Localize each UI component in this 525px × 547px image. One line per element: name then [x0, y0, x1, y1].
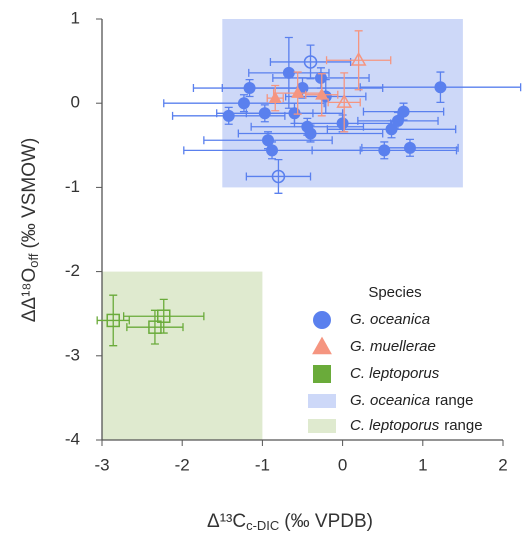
label-sub: c-DIC — [246, 518, 279, 533]
point — [336, 117, 349, 130]
x-tick-label: 1 — [418, 455, 427, 474]
y-error-bar — [340, 72, 349, 133]
point — [378, 144, 391, 157]
label-unit: (‰ VSMOW) — [19, 138, 40, 249]
point — [148, 320, 162, 334]
y-tick-label: -3 — [65, 345, 80, 364]
legend-swatch — [308, 419, 336, 433]
point — [282, 66, 295, 79]
point — [262, 134, 275, 147]
y-label: ΔΔ¹⁸Ooff (‰ VSMOW) — [19, 138, 41, 323]
point — [385, 123, 398, 136]
label-main: Δ¹³C — [207, 511, 246, 532]
point — [106, 313, 120, 328]
point — [222, 109, 235, 122]
y-error-bar — [274, 158, 283, 194]
point — [313, 311, 331, 329]
y-error-bar — [159, 298, 168, 334]
label-unit: (‰ VPDB) — [284, 511, 373, 532]
y-error-bar — [109, 294, 118, 347]
legend-range: range — [444, 417, 482, 434]
y-error-bar — [354, 30, 363, 91]
y-tick-label: -4 — [65, 429, 80, 448]
x-tick-label: -2 — [175, 455, 190, 474]
legend-species: G. oceanica — [350, 392, 430, 409]
legend-label: C. leptoporus — [350, 365, 440, 382]
point — [391, 114, 404, 127]
point — [288, 107, 301, 120]
legend-label: G. oceanica — [350, 311, 430, 328]
y-error-bar — [306, 44, 315, 80]
point — [434, 81, 447, 94]
y-tick-label: 1 — [71, 8, 80, 27]
legend-label: C. leptoporus range — [350, 417, 483, 434]
point — [314, 71, 327, 84]
point — [268, 91, 282, 103]
point — [291, 86, 305, 98]
legend-species: C. leptoporus — [350, 417, 440, 434]
legend-swatch — [308, 394, 336, 408]
point — [313, 365, 331, 383]
point — [397, 105, 410, 118]
point — [303, 55, 318, 69]
legend-label: G. oceanica range — [350, 392, 473, 409]
x-label: Δ¹³Cc-DIC (‰ VPDB) — [207, 511, 373, 533]
point — [157, 309, 171, 323]
point — [312, 336, 332, 355]
point — [403, 141, 416, 154]
label-main: ΔΔ¹⁸O — [19, 268, 40, 323]
y-tick-label: -1 — [65, 177, 80, 196]
point — [266, 144, 279, 157]
point — [350, 51, 367, 66]
legend-range: range — [435, 392, 473, 409]
legend-label: G. muellerae — [350, 338, 436, 355]
point — [271, 169, 286, 184]
y-tick-label: -2 — [65, 261, 80, 280]
x-tick-label: -3 — [94, 455, 109, 474]
point — [304, 127, 317, 140]
x-tick-label: 0 — [338, 455, 347, 474]
y-tick-label: 0 — [71, 93, 80, 112]
x-tick-label: -1 — [255, 455, 270, 474]
legend-title: Species — [368, 284, 421, 301]
label-sub: off — [26, 253, 41, 268]
point — [336, 93, 353, 108]
x-tick-label: 2 — [498, 455, 507, 474]
point — [237, 97, 250, 110]
range-box — [102, 271, 263, 440]
